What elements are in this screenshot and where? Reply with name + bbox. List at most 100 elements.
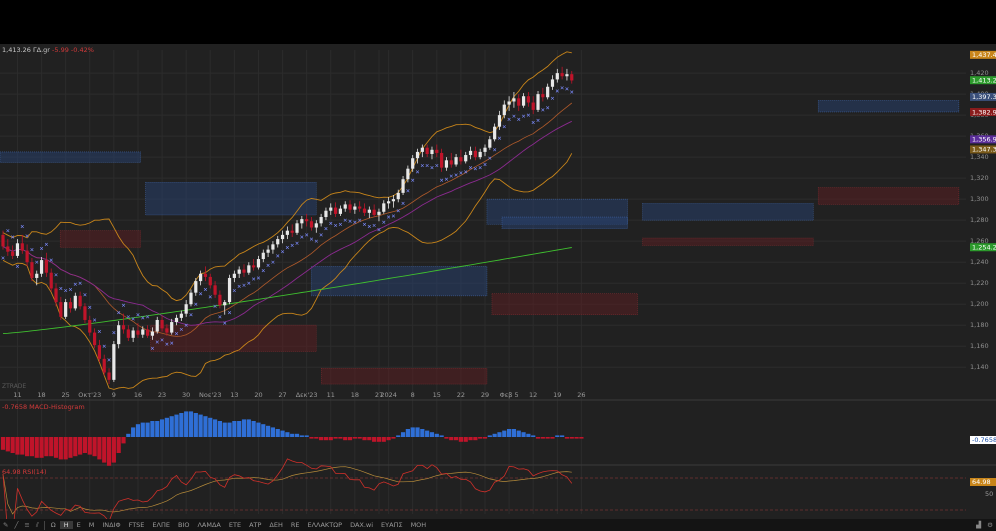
candle[interactable] [165,328,169,333]
candle[interactable] [276,239,280,245]
candle[interactable] [11,251,15,256]
candle[interactable] [203,273,208,277]
candle[interactable] [353,206,357,210]
candle[interactable] [497,115,502,127]
candle[interactable] [35,273,39,278]
candle[interactable] [131,330,135,338]
candle[interactable] [338,208,342,214]
candle[interactable] [179,313,183,318]
candle[interactable] [459,157,463,162]
candle[interactable] [314,223,318,228]
candle[interactable] [15,243,20,256]
candle[interactable] [117,325,121,345]
candle[interactable] [256,259,261,268]
candle[interactable] [261,252,265,260]
candle[interactable] [146,329,150,336]
toolbar-item[interactable]: DAX.wi [350,521,374,529]
channel-tool-icon[interactable]: ⫽ [35,520,39,529]
candle[interactable] [411,158,415,169]
candle[interactable] [141,329,145,335]
candle[interactable] [121,325,126,330]
candle[interactable] [184,304,188,314]
candle[interactable] [30,262,34,278]
line-tool-icon[interactable]: ╱ [14,521,19,529]
candle[interactable] [305,219,309,222]
candle[interactable] [218,294,222,306]
candle[interactable] [247,265,251,273]
toolbar-item[interactable]: ΕΥΑΠΣ [381,521,403,529]
candle[interactable] [49,272,53,289]
candle[interactable] [550,79,555,87]
toolbar-item[interactable]: ΒΙΟ [177,521,190,529]
candle[interactable] [223,302,227,306]
chart-settings-icon[interactable]: ▟ [976,521,982,529]
candle[interactable] [39,260,44,274]
candle[interactable] [78,295,82,307]
toolbar-item[interactable]: H [59,521,73,529]
candle[interactable] [435,149,439,153]
candle[interactable] [174,317,179,323]
candle[interactable] [232,273,236,278]
candle[interactable] [531,102,535,110]
candle[interactable] [285,230,289,235]
candle[interactable] [536,94,540,110]
candle[interactable] [493,126,497,140]
candle[interactable] [348,204,352,210]
candle[interactable] [73,295,77,309]
candle[interactable] [136,330,140,335]
toolbar-item[interactable]: ΕΤΕ [228,521,242,529]
candle[interactable] [324,210,328,218]
candle[interactable] [396,192,400,200]
candle[interactable] [358,206,362,209]
candle[interactable] [199,273,203,282]
candle[interactable] [555,73,559,80]
candle[interactable] [541,94,545,98]
toolbar-item[interactable]: ΜΟΗ [410,521,427,529]
candle[interactable] [194,281,198,293]
candle[interactable] [227,277,232,303]
candle[interactable] [160,319,164,329]
candle[interactable] [449,160,453,165]
candle[interactable] [266,249,270,253]
toolbar-item[interactable]: FTSE [128,521,145,529]
candle[interactable] [290,230,294,233]
toolbar-item[interactable]: ΕΛΠΕ [152,521,170,529]
candle[interactable] [430,149,434,154]
candle[interactable] [126,329,130,338]
candle[interactable] [507,101,511,105]
candle[interactable] [372,209,376,215]
candle[interactable] [6,246,10,252]
candle[interactable] [208,276,212,286]
candle[interactable] [444,160,449,168]
toolbar-item[interactable]: ΑΤΡ [249,521,262,529]
toolbar-item[interactable]: Ε [76,521,81,529]
candle[interactable] [546,86,550,98]
candle[interactable] [83,306,87,320]
candle[interactable] [150,331,155,336]
candle[interactable] [309,221,314,228]
candle[interactable] [367,209,371,213]
candle[interactable] [112,344,116,380]
candle[interactable] [189,292,193,305]
toolbar-item[interactable]: Ω [50,521,56,529]
toolbar-item[interactable]: RE [290,521,300,529]
candle[interactable] [20,243,24,251]
candle[interactable] [440,152,444,168]
candle[interactable] [333,207,338,214]
candle[interactable] [521,96,526,106]
candle[interactable] [387,201,391,204]
pencil-icon[interactable]: ✎ [3,521,9,529]
candle[interactable] [401,179,405,193]
candle[interactable] [488,139,492,148]
candle[interactable] [502,104,506,116]
settings-icon[interactable]: ⚙ [987,521,993,529]
candle[interactable] [570,74,574,81]
candle[interactable] [473,150,477,158]
candle[interactable] [242,269,246,273]
candle[interactable] [526,96,530,103]
candle[interactable] [170,322,174,333]
toolbar-item[interactable]: ΛΑΜΔΑ [197,521,221,529]
candle[interactable] [213,285,217,295]
toolbar-item[interactable]: ΔΕΗ [269,521,283,529]
